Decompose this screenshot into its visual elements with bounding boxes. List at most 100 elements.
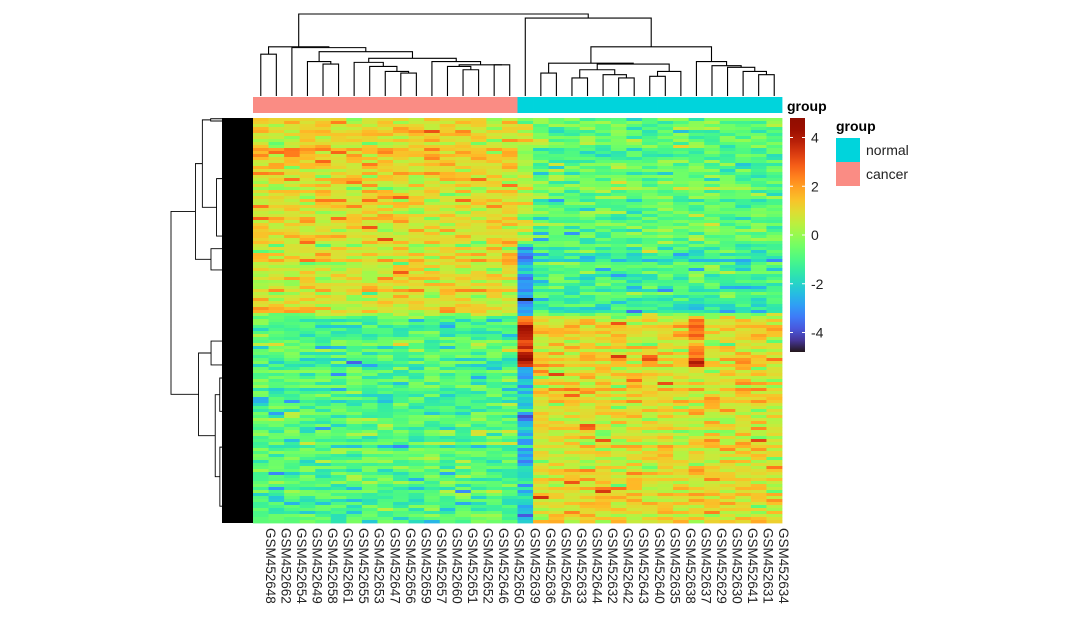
heatmap-cell bbox=[564, 325, 581, 329]
heatmap-cell bbox=[439, 418, 456, 422]
heatmap-cell bbox=[641, 256, 658, 260]
heatmap-cell bbox=[548, 142, 565, 146]
heatmap-cell bbox=[501, 241, 518, 245]
heatmap-cell bbox=[393, 391, 409, 395]
heatmap-cell bbox=[486, 190, 503, 194]
heatmap-cell bbox=[361, 178, 378, 182]
heatmap-cell bbox=[657, 268, 674, 272]
heatmap-cell bbox=[455, 421, 472, 425]
heatmap-cell bbox=[548, 424, 565, 428]
heatmap-cell bbox=[657, 352, 674, 356]
heatmap-cell bbox=[299, 307, 316, 311]
heatmap-cell bbox=[641, 418, 658, 422]
heatmap-cell bbox=[548, 352, 565, 356]
heatmap-cell bbox=[424, 226, 441, 230]
heatmap-cell bbox=[766, 454, 783, 458]
heatmap-cell bbox=[766, 274, 783, 278]
heatmap-cell bbox=[501, 259, 518, 263]
heatmap-cell bbox=[595, 124, 612, 128]
heatmap-cell bbox=[346, 514, 363, 518]
heatmap-cell bbox=[408, 241, 425, 245]
heatmap-cell bbox=[315, 337, 332, 341]
heatmap-cell bbox=[253, 268, 269, 272]
heatmap-cell bbox=[595, 133, 612, 137]
heatmap-cell bbox=[735, 310, 752, 314]
heatmap-cell bbox=[657, 460, 674, 464]
heatmap-cell bbox=[299, 328, 316, 332]
heatmap-cell bbox=[330, 337, 347, 341]
heatmap-cell bbox=[548, 286, 565, 290]
heatmap-cell bbox=[455, 472, 472, 476]
heatmap-cell bbox=[470, 394, 487, 398]
heatmap-cell bbox=[408, 505, 425, 509]
heatmap-cell bbox=[268, 145, 285, 149]
heatmap-cell bbox=[408, 265, 425, 269]
heatmap-cell bbox=[657, 331, 674, 335]
heatmap-cell bbox=[330, 319, 347, 323]
heatmap-cell bbox=[688, 232, 705, 236]
heatmap-cell bbox=[253, 325, 269, 329]
heatmap-cell bbox=[346, 445, 363, 449]
heatmap-cell bbox=[595, 445, 612, 449]
heatmap-cell bbox=[439, 358, 456, 362]
heatmap-cell bbox=[330, 376, 347, 380]
heatmap-cell bbox=[641, 169, 658, 173]
heatmap-cell bbox=[548, 139, 565, 143]
heatmap-cell bbox=[750, 187, 767, 191]
heatmap-cell bbox=[657, 304, 674, 308]
heatmap-cell bbox=[470, 493, 487, 497]
heatmap-cell bbox=[284, 262, 301, 266]
heatmap-cell bbox=[579, 265, 596, 269]
heatmap-cell bbox=[470, 430, 487, 434]
column-labels: GSM452648 GSM452662 GSM452654 GSM452649 GSM4… bbox=[263, 528, 791, 604]
heatmap-cell bbox=[688, 385, 705, 389]
heatmap-cell bbox=[470, 166, 487, 170]
heatmap-cell bbox=[564, 370, 581, 374]
heatmap-cell bbox=[641, 403, 658, 407]
heatmap-cell bbox=[439, 229, 456, 233]
heatmap-cell bbox=[408, 232, 425, 236]
heatmap-cell bbox=[299, 301, 316, 305]
heatmap-cell bbox=[564, 268, 581, 272]
heatmap-cell bbox=[704, 445, 721, 449]
heatmap-cell bbox=[315, 280, 332, 284]
heatmap-cell bbox=[315, 238, 332, 242]
heatmap-cell bbox=[595, 307, 612, 311]
heatmap-cell bbox=[533, 376, 550, 380]
heatmap-cell bbox=[486, 199, 503, 203]
heatmap-cell bbox=[315, 322, 332, 326]
heatmap-cell bbox=[393, 148, 409, 152]
heatmap-cell bbox=[470, 349, 487, 353]
heatmap-cell bbox=[393, 289, 409, 293]
heatmap-cell bbox=[408, 520, 425, 524]
heatmap-cell bbox=[517, 361, 534, 365]
heatmap-cell bbox=[377, 148, 394, 152]
heatmap-cell bbox=[268, 292, 285, 296]
heatmap-cell bbox=[641, 505, 658, 509]
heatmap-cell bbox=[439, 184, 456, 188]
heatmap-cell bbox=[284, 220, 301, 224]
heatmap-cell bbox=[688, 505, 705, 509]
heatmap-cell bbox=[533, 127, 550, 131]
heatmap-cell bbox=[657, 412, 674, 416]
heatmap-cell bbox=[393, 343, 409, 347]
heatmap-cell bbox=[595, 283, 612, 287]
heatmap-cell bbox=[704, 334, 721, 338]
heatmap-cell bbox=[284, 190, 301, 194]
heatmap-cell bbox=[455, 217, 472, 221]
heatmap-cell bbox=[750, 238, 767, 242]
heatmap-cell bbox=[719, 301, 736, 305]
heatmap-cell bbox=[533, 370, 550, 374]
heatmap-cell bbox=[766, 397, 783, 401]
heatmap-cell bbox=[346, 499, 363, 503]
heatmap-cell bbox=[284, 421, 301, 425]
heatmap-cell bbox=[299, 184, 316, 188]
heatmap-cell bbox=[610, 511, 627, 515]
heatmap-cell bbox=[268, 343, 285, 347]
heatmap-cell bbox=[470, 385, 487, 389]
heatmap-cell bbox=[595, 136, 612, 140]
heatmap-cell bbox=[486, 121, 503, 125]
heatmap-cell bbox=[346, 352, 363, 356]
heatmap-cell bbox=[455, 424, 472, 428]
column-label: GSM452647 bbox=[387, 528, 402, 604]
